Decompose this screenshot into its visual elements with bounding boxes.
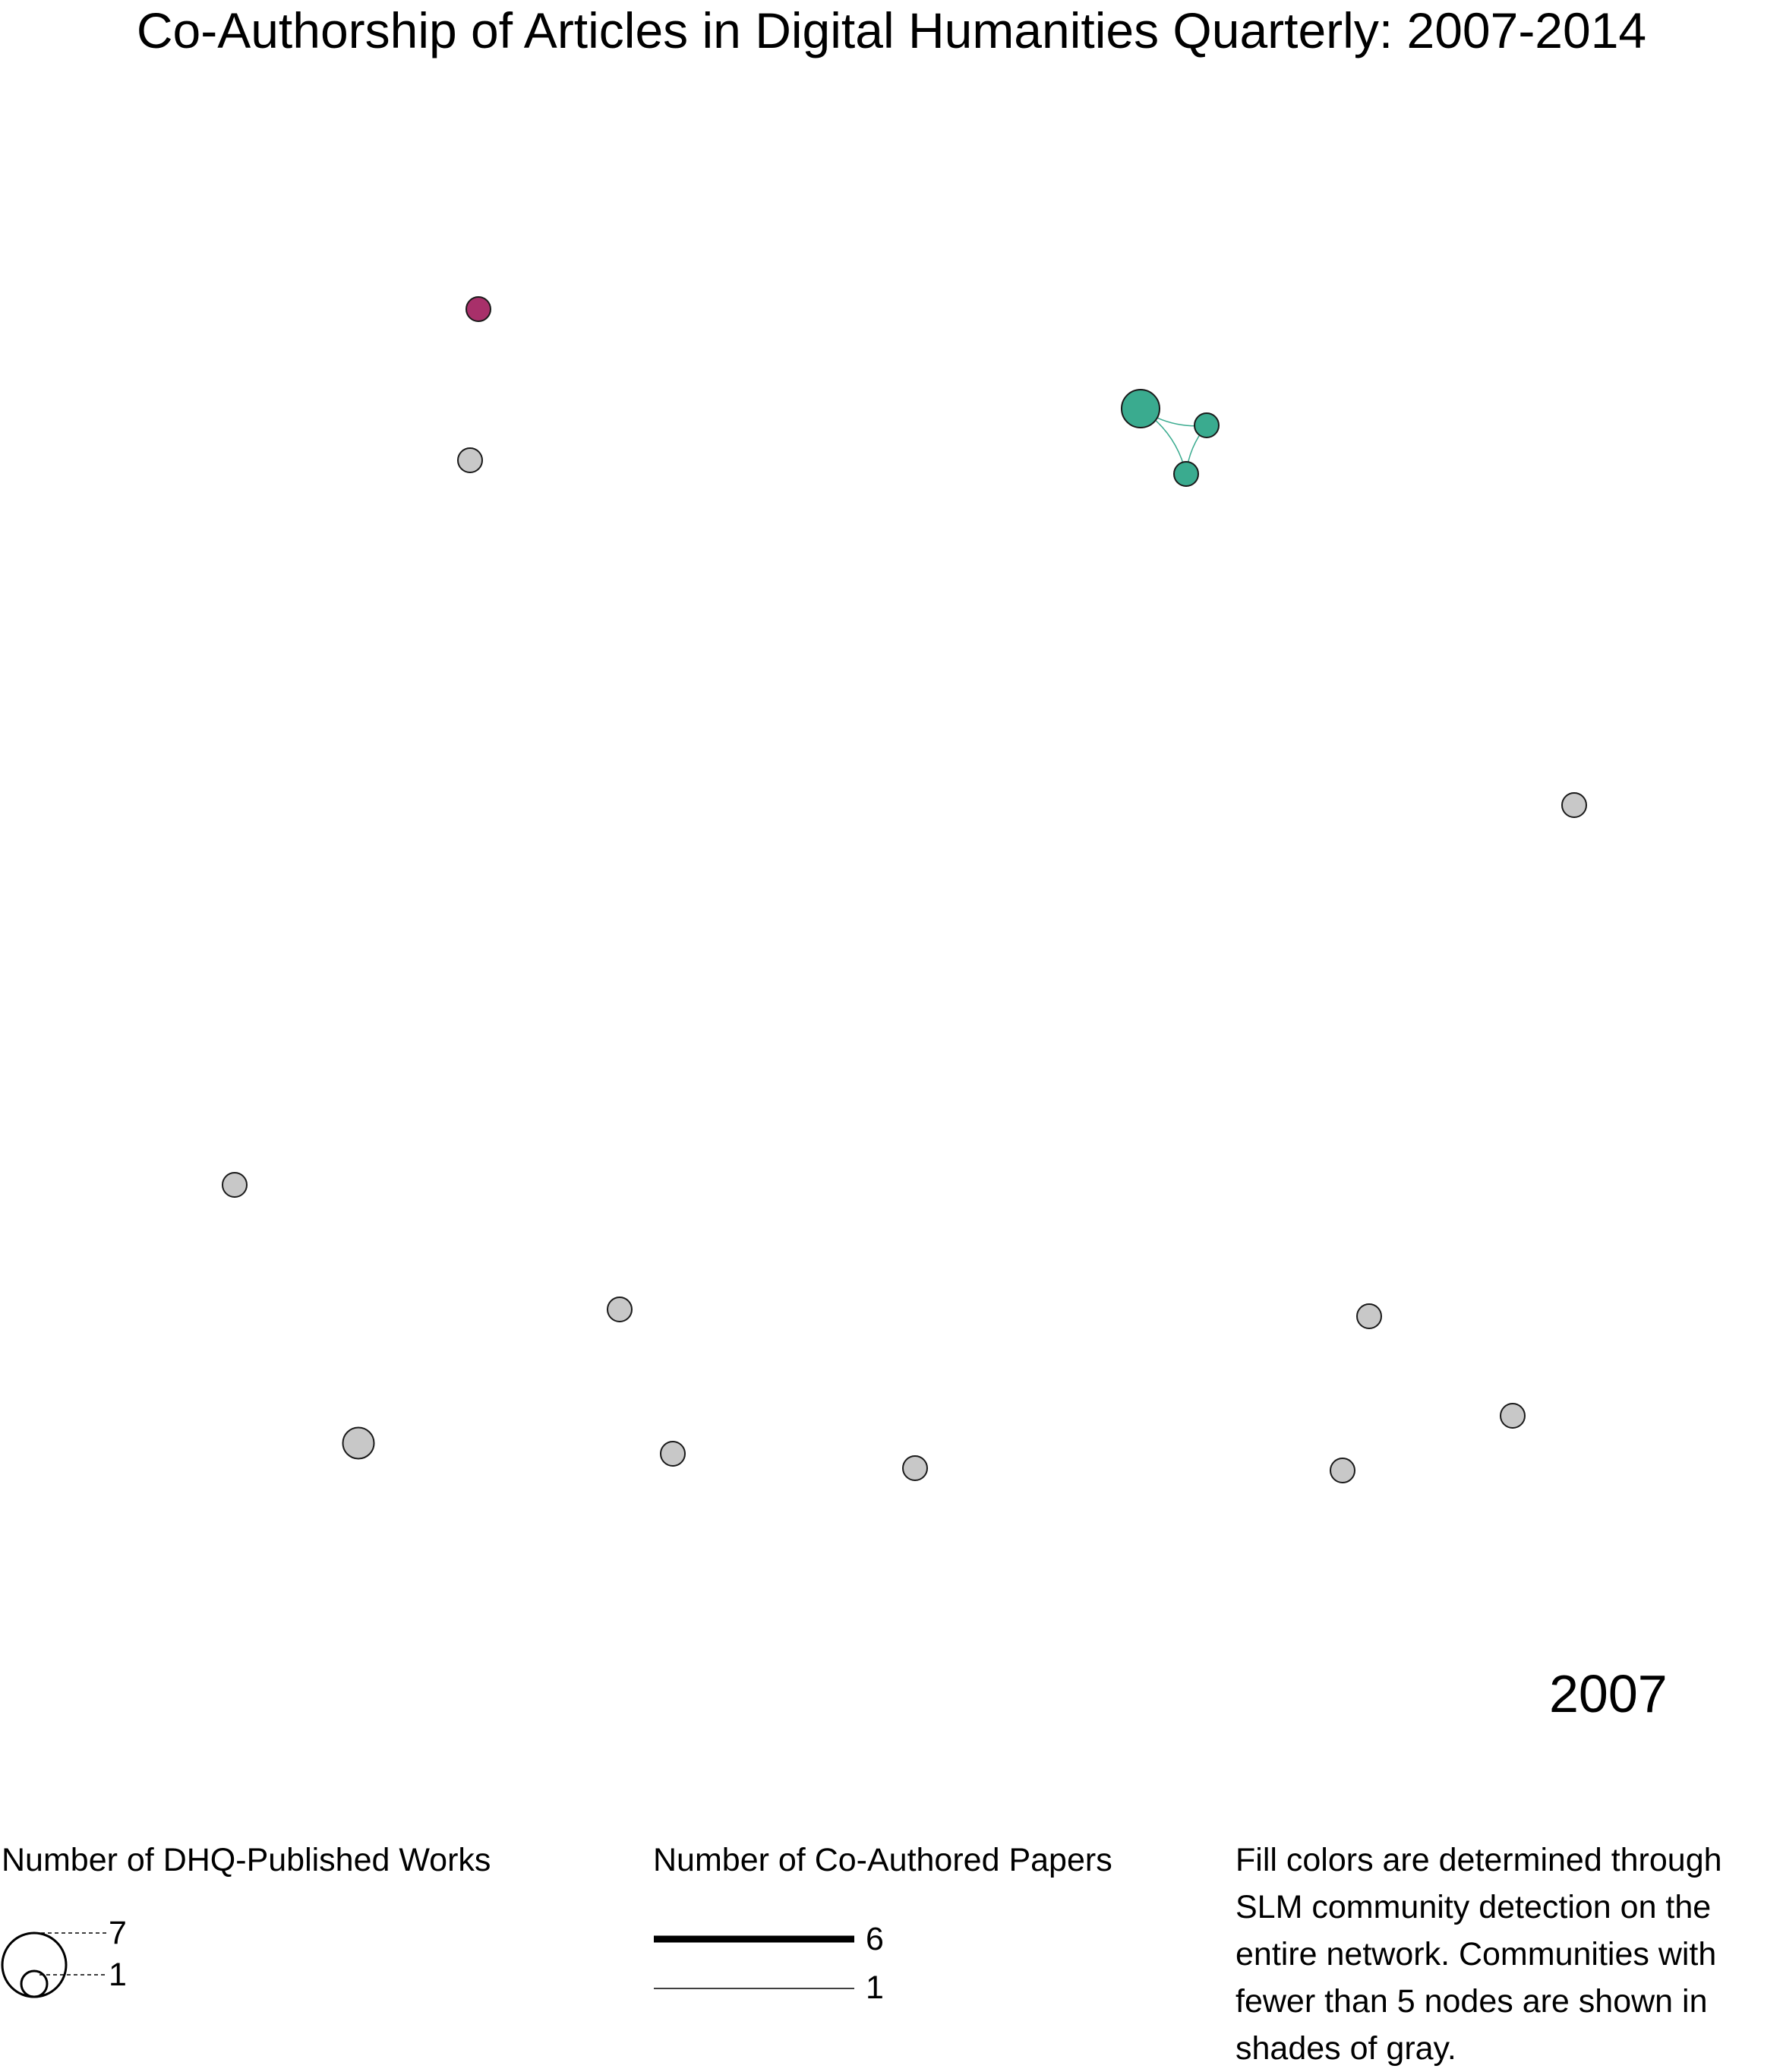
node-gray-7	[902, 1455, 928, 1481]
node-gray-9	[1500, 1403, 1526, 1429]
node-gray-8	[1356, 1303, 1382, 1329]
node-teal-2	[1194, 412, 1220, 438]
node-gray-2	[1561, 792, 1587, 818]
node-size-min-label: 1	[109, 1957, 127, 1993]
node-size-max-label: 7	[109, 1915, 127, 1951]
legend-small-node	[20, 1969, 49, 1998]
node-gray-6	[660, 1441, 686, 1467]
node-teal-1	[1121, 389, 1160, 428]
node-magenta-1	[465, 296, 491, 322]
node-layer	[222, 296, 1587, 1483]
node-teal-3	[1173, 461, 1199, 487]
node-gray-4	[607, 1297, 633, 1322]
network-graph	[222, 296, 1587, 1483]
node-size-legend	[1, 1931, 106, 1998]
edge-width-legend	[654, 1935, 854, 1989]
node-gray-5	[342, 1426, 375, 1460]
node-gray-3	[222, 1172, 248, 1198]
edge-width-max-label: 6	[866, 1921, 884, 1957]
node-gray-10	[1330, 1458, 1355, 1483]
color-note: Fill colors are determined through SLM c…	[1235, 1842, 1722, 2067]
edge-width-legend-heading: Number of Co-Authored Papers	[653, 1842, 1112, 1878]
year-label: 2007	[1549, 1664, 1668, 1723]
legend-large-node	[1, 1931, 68, 1998]
node-gray-1	[457, 447, 483, 473]
edge-width-min-label: 1	[866, 1969, 884, 2006]
node-size-legend-heading: Number of DHQ-Published Works	[2, 1842, 491, 1878]
chart-title: Co-Authorship of Articles in Digital Hum…	[136, 2, 1647, 58]
